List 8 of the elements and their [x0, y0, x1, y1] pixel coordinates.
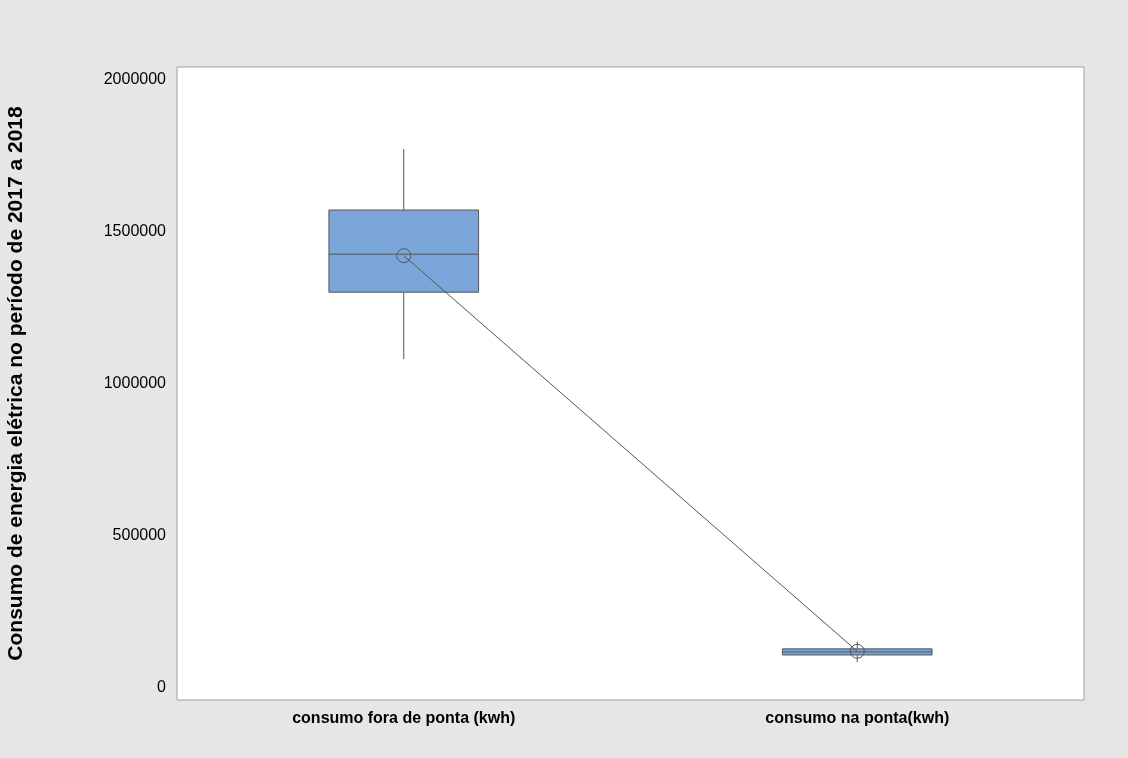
y-tick-label: 2000000 — [103, 69, 167, 87]
y-axis-title: Consumo de energia elétrica no período de 2017 a 2018 — [3, 106, 27, 661]
y-tick-label: 1000000 — [103, 373, 167, 391]
x-tick-label: consumo fora de ponta (kwh) — [292, 709, 516, 727]
y-tick-label: 0 — [157, 678, 167, 696]
y-tick-label: 1500000 — [103, 221, 167, 239]
y-tick-label: 500000 — [112, 526, 167, 544]
x-tick-label: consumo na ponta(kwh) — [765, 709, 950, 727]
